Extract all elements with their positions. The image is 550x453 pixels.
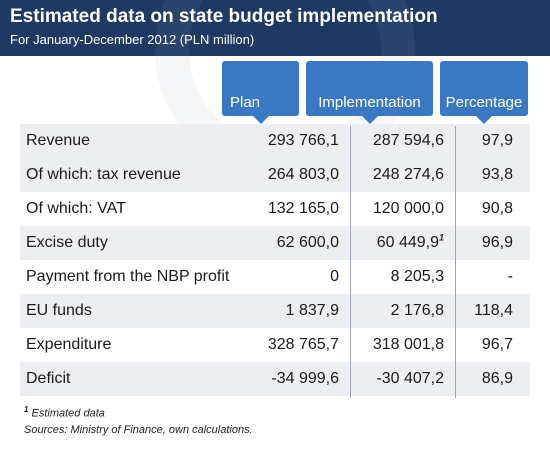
table-row: Excise duty 62 600,0 60 449,91 96,9 (20, 226, 530, 260)
table-row: Deficit -34 999,6 -30 407,2 86,9 (20, 362, 530, 396)
percentage-value: 96,9 (481, 234, 513, 251)
row-label: EU funds (26, 302, 92, 319)
plan-value: 264 803,0 (267, 166, 339, 183)
footnote-mark: 1 (24, 405, 29, 414)
percentage-value: 86,9 (481, 370, 513, 387)
plan-value: 1 837,9 (285, 302, 339, 319)
plan-value: 62 600,0 (276, 234, 339, 251)
header-notch (252, 116, 269, 124)
chart-subtitle: For January-December 2012 (PLN million) (10, 32, 255, 47)
implementation-number: 60 449,9 (376, 234, 439, 251)
table-row: Payment from the NBP profit 0 8 205,3 - (20, 260, 530, 294)
sources-note: Sources: Ministry of Finance, own calcul… (24, 424, 253, 436)
chart-header: Estimated data on state budget implement… (0, 0, 550, 56)
plan-value: 293 766,1 (267, 132, 339, 149)
implementation-value: 2 176,8 (391, 294, 444, 328)
percentage-value: 118,4 (474, 302, 513, 319)
percentage-value: 97,9 (481, 132, 513, 149)
percentage-value: - (507, 268, 513, 285)
column-header-percentage-label: Percentage (445, 94, 523, 111)
plan-value: 0 (330, 268, 339, 285)
implementation-number: 287 594,6 (372, 132, 444, 149)
implementation-value: 248 274,6 (373, 158, 444, 192)
implementation-value: 120 000,0 (373, 192, 444, 226)
row-label: Deficit (26, 370, 71, 387)
column-header-plan-label: Plan (230, 94, 261, 111)
header-notch (476, 116, 492, 124)
implementation-value: 60 449,91 (377, 226, 444, 260)
implementation-number: 8 205,3 (390, 268, 444, 285)
table-row: EU funds 1 837,9 2 176,8 118,4 (20, 294, 530, 328)
plan-value: 328 765,7 (267, 336, 339, 353)
table-row: Of which: tax revenue 264 803,0 248 274,… (20, 158, 530, 192)
percentage-value: 96,7 (481, 336, 513, 353)
column-divider (455, 126, 456, 398)
row-label: Of which: tax revenue (26, 166, 181, 183)
percentage-value: 93,8 (481, 166, 513, 183)
column-divider (350, 126, 351, 398)
implementation-number: 248 274,6 (372, 166, 444, 183)
table-row: Expenditure 328 765,7 318 001,8 96,7 (20, 328, 530, 362)
implementation-number: 2 176,8 (390, 302, 444, 319)
row-label: Excise duty (26, 234, 108, 251)
implementation-number: 318 001,8 (372, 336, 444, 353)
table-row: Of which: VAT 132 165,0 120 000,0 90,8 (20, 192, 530, 226)
implementation-value: 287 594,6 (373, 124, 444, 158)
column-header-implementation-label: Implementation (318, 94, 421, 111)
header-notch (361, 116, 378, 124)
column-header-percentage: Percentage (440, 61, 528, 124)
table-row: Revenue 293 766,1 287 594,6 97,9 (20, 124, 530, 158)
row-label: Revenue (26, 132, 91, 149)
row-label: Of which: VAT (26, 200, 126, 217)
chart-title: Estimated data on state budget implement… (10, 6, 438, 27)
implementation-value: 8 205,3 (391, 260, 444, 294)
percentage-value: 90,8 (481, 200, 513, 217)
implementation-number: 120 000,0 (372, 200, 444, 217)
implementation-value: 318 001,8 (373, 328, 444, 362)
column-header-plan: Plan (222, 61, 299, 124)
column-header-implementation: Implementation (306, 61, 433, 124)
implementation-value: -30 407,2 (376, 362, 444, 396)
plan-value: 132 165,0 (267, 200, 339, 217)
plan-value: -34 999,6 (271, 370, 339, 387)
row-label: Payment from the NBP profit (26, 268, 230, 285)
implementation-number: -30 407,2 (376, 370, 444, 387)
footnote: 1 Estimated data (24, 405, 105, 420)
row-label: Expenditure (26, 336, 112, 353)
footnote-marker: 1 (438, 232, 444, 243)
footnote-text: Estimated data (28, 407, 105, 420)
